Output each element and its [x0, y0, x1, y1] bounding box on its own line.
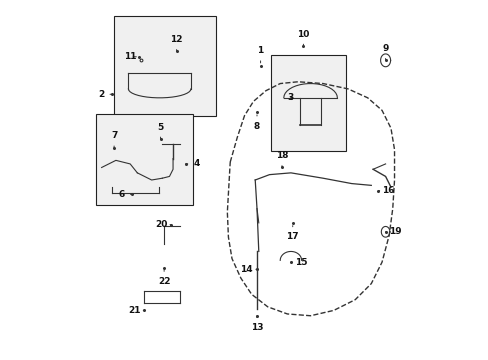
- Text: 7: 7: [111, 131, 117, 148]
- Text: 11: 11: [124, 52, 136, 61]
- Text: 12: 12: [170, 35, 183, 51]
- Text: 21: 21: [128, 306, 144, 315]
- Text: 20: 20: [155, 220, 171, 229]
- Text: 22: 22: [158, 270, 170, 286]
- Text: 2: 2: [98, 90, 112, 99]
- Text: 10: 10: [297, 30, 309, 46]
- Text: 1: 1: [257, 46, 263, 63]
- Text: 14: 14: [240, 265, 257, 274]
- Bar: [96, 114, 192, 205]
- Text: 5: 5: [157, 122, 163, 139]
- Text: 4: 4: [185, 159, 199, 168]
- Text: 16: 16: [378, 186, 394, 195]
- Text: 15: 15: [290, 258, 307, 267]
- Text: 13: 13: [250, 316, 263, 332]
- Text: 17: 17: [286, 226, 299, 241]
- Text: 19: 19: [385, 227, 401, 236]
- Bar: [114, 16, 216, 116]
- Bar: [271, 55, 346, 152]
- Text: 3: 3: [287, 93, 293, 102]
- Text: 18: 18: [275, 151, 287, 167]
- Text: 6: 6: [119, 190, 132, 199]
- Text: 8: 8: [253, 115, 260, 131]
- Text: 9: 9: [382, 44, 388, 60]
